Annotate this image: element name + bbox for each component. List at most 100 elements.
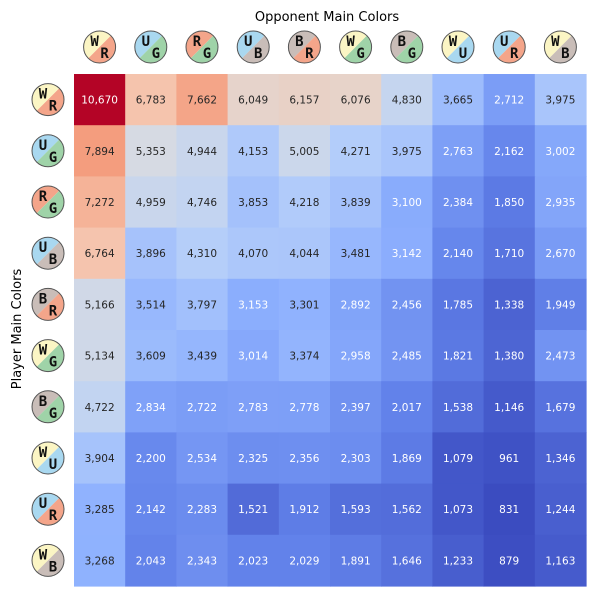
badge-half-first bbox=[493, 31, 521, 59]
heatmap-cell bbox=[330, 432, 382, 485]
badge-ring bbox=[31, 236, 65, 270]
heatmap-cell-value: 3,904 bbox=[85, 453, 115, 465]
badge-half-second bbox=[497, 35, 526, 63]
badge-ring bbox=[492, 30, 526, 64]
badge-half-second bbox=[36, 344, 64, 372]
heatmap-cell-value: 5,166 bbox=[85, 299, 115, 311]
heatmap-cell bbox=[74, 432, 126, 485]
badge-ring bbox=[31, 390, 65, 424]
heatmap-cell bbox=[74, 278, 126, 331]
badge-half-second bbox=[36, 139, 64, 167]
heatmap-cell-value: 2,043 bbox=[136, 555, 166, 567]
heatmap-cell-value: 2,384 bbox=[443, 197, 473, 209]
heatmap-cell-value: 2,343 bbox=[187, 555, 217, 567]
color-pair-badge: BG bbox=[31, 390, 65, 424]
heatmap-cell bbox=[227, 534, 280, 587]
heatmap-cell bbox=[74, 227, 126, 280]
heatmap-cell-value: 879 bbox=[499, 555, 519, 567]
heatmap-cell-value: 1,521 bbox=[238, 504, 268, 516]
heatmap-cell bbox=[125, 483, 177, 536]
heatmap-cell-value: 1,233 bbox=[443, 555, 473, 567]
badge-half-second bbox=[88, 35, 116, 63]
heatmap-cell bbox=[125, 278, 177, 331]
color-pair-badge: WU bbox=[31, 441, 65, 475]
heatmap-cell bbox=[74, 483, 126, 536]
badge-letter-first: W bbox=[346, 34, 355, 50]
color-pair-badge: WB bbox=[543, 30, 577, 64]
heatmap-cell-value: 1,869 bbox=[392, 453, 422, 465]
heatmap-cell bbox=[534, 381, 587, 433]
badge-letter-first: W bbox=[39, 87, 48, 103]
heatmap-cell bbox=[125, 330, 177, 382]
badge-half-second bbox=[36, 549, 64, 577]
heatmap-cell bbox=[227, 278, 280, 331]
heatmap-cell bbox=[381, 278, 433, 331]
badge-half-second bbox=[241, 35, 270, 63]
heatmap-cell-value: 2,534 bbox=[187, 453, 217, 465]
heatmap-cell bbox=[74, 74, 126, 126]
heatmap-cell-value: 1,346 bbox=[545, 453, 575, 465]
badge-ring bbox=[31, 185, 65, 219]
heatmap-cell bbox=[483, 381, 536, 433]
heatmap-cell-value: 3,100 bbox=[392, 197, 422, 209]
heatmap-cell bbox=[176, 125, 229, 177]
heatmap-cell-value: 1,710 bbox=[494, 248, 524, 260]
badge-letter-first: B bbox=[39, 394, 47, 410]
heatmap-cell-value: 2,017 bbox=[392, 402, 422, 414]
color-pair-badge: RG bbox=[31, 185, 65, 219]
heatmap-cell-value: 1,785 bbox=[443, 299, 473, 311]
heatmap-cell bbox=[534, 278, 587, 331]
badge-letter-second: B bbox=[49, 559, 57, 575]
badge-half-first bbox=[32, 288, 60, 316]
heatmap-cell bbox=[278, 483, 331, 536]
heatmap-cell-value: 3,285 bbox=[85, 504, 115, 516]
color-pair-badge: UG bbox=[134, 30, 168, 64]
badge-letter-first: U bbox=[39, 496, 47, 512]
badge-half-second bbox=[446, 35, 474, 63]
heatmap-cell bbox=[432, 534, 485, 587]
badge-ring bbox=[134, 30, 168, 64]
heatmap-cell bbox=[227, 74, 280, 126]
heatmap-cell-value: 2,456 bbox=[392, 299, 422, 311]
badge-letter-second: B bbox=[254, 46, 262, 62]
color-pair-badge: BR bbox=[287, 30, 321, 64]
badge-ring bbox=[31, 83, 65, 117]
badge-ring bbox=[287, 30, 321, 64]
heatmap-cell-value: 1,891 bbox=[341, 555, 371, 567]
heatmap-cell bbox=[534, 330, 587, 382]
heatmap-cell bbox=[483, 330, 536, 382]
heatmap-cell-value: 1,146 bbox=[494, 402, 524, 414]
heatmap-cell bbox=[534, 432, 587, 485]
heatmap-cell-value: 3,374 bbox=[289, 351, 319, 363]
heatmap-cell-value: 2,023 bbox=[238, 555, 268, 567]
heatmap-cell-value: 831 bbox=[499, 504, 519, 516]
heatmap-cell bbox=[176, 534, 229, 587]
heatmap-cell-value: 2,200 bbox=[136, 453, 166, 465]
badge-half-first bbox=[32, 442, 60, 470]
color-pair-badge: UR bbox=[492, 30, 526, 64]
badge-letter-first: B bbox=[398, 34, 406, 50]
heatmap-cell-value: 2,356 bbox=[289, 453, 319, 465]
heatmap-cell bbox=[381, 534, 433, 587]
heatmap-cell-value: 4,070 bbox=[238, 248, 268, 260]
heatmap-cell-value: 4,271 bbox=[341, 146, 371, 158]
heatmap-cell-value: 1,538 bbox=[443, 402, 473, 414]
badge-ring bbox=[185, 30, 219, 64]
badge-letter-second: B bbox=[561, 46, 569, 62]
heatmap-cell-value: 2,303 bbox=[341, 453, 371, 465]
badge-half-first bbox=[288, 31, 316, 59]
heatmap-cell bbox=[432, 125, 485, 177]
heatmap-cell bbox=[125, 125, 177, 177]
color-pair-badge: BR bbox=[31, 287, 65, 321]
heatmap-cell-value: 3,153 bbox=[238, 299, 268, 311]
heatmap-cell-value: 2,712 bbox=[494, 95, 524, 107]
badge-ring bbox=[543, 30, 577, 64]
heatmap-cell bbox=[278, 278, 331, 331]
badge-letter-second: G bbox=[49, 406, 57, 422]
heatmap-cell-value: 4,310 bbox=[187, 248, 217, 260]
heatmap-cell bbox=[278, 227, 331, 280]
heatmap-cell bbox=[330, 483, 382, 536]
